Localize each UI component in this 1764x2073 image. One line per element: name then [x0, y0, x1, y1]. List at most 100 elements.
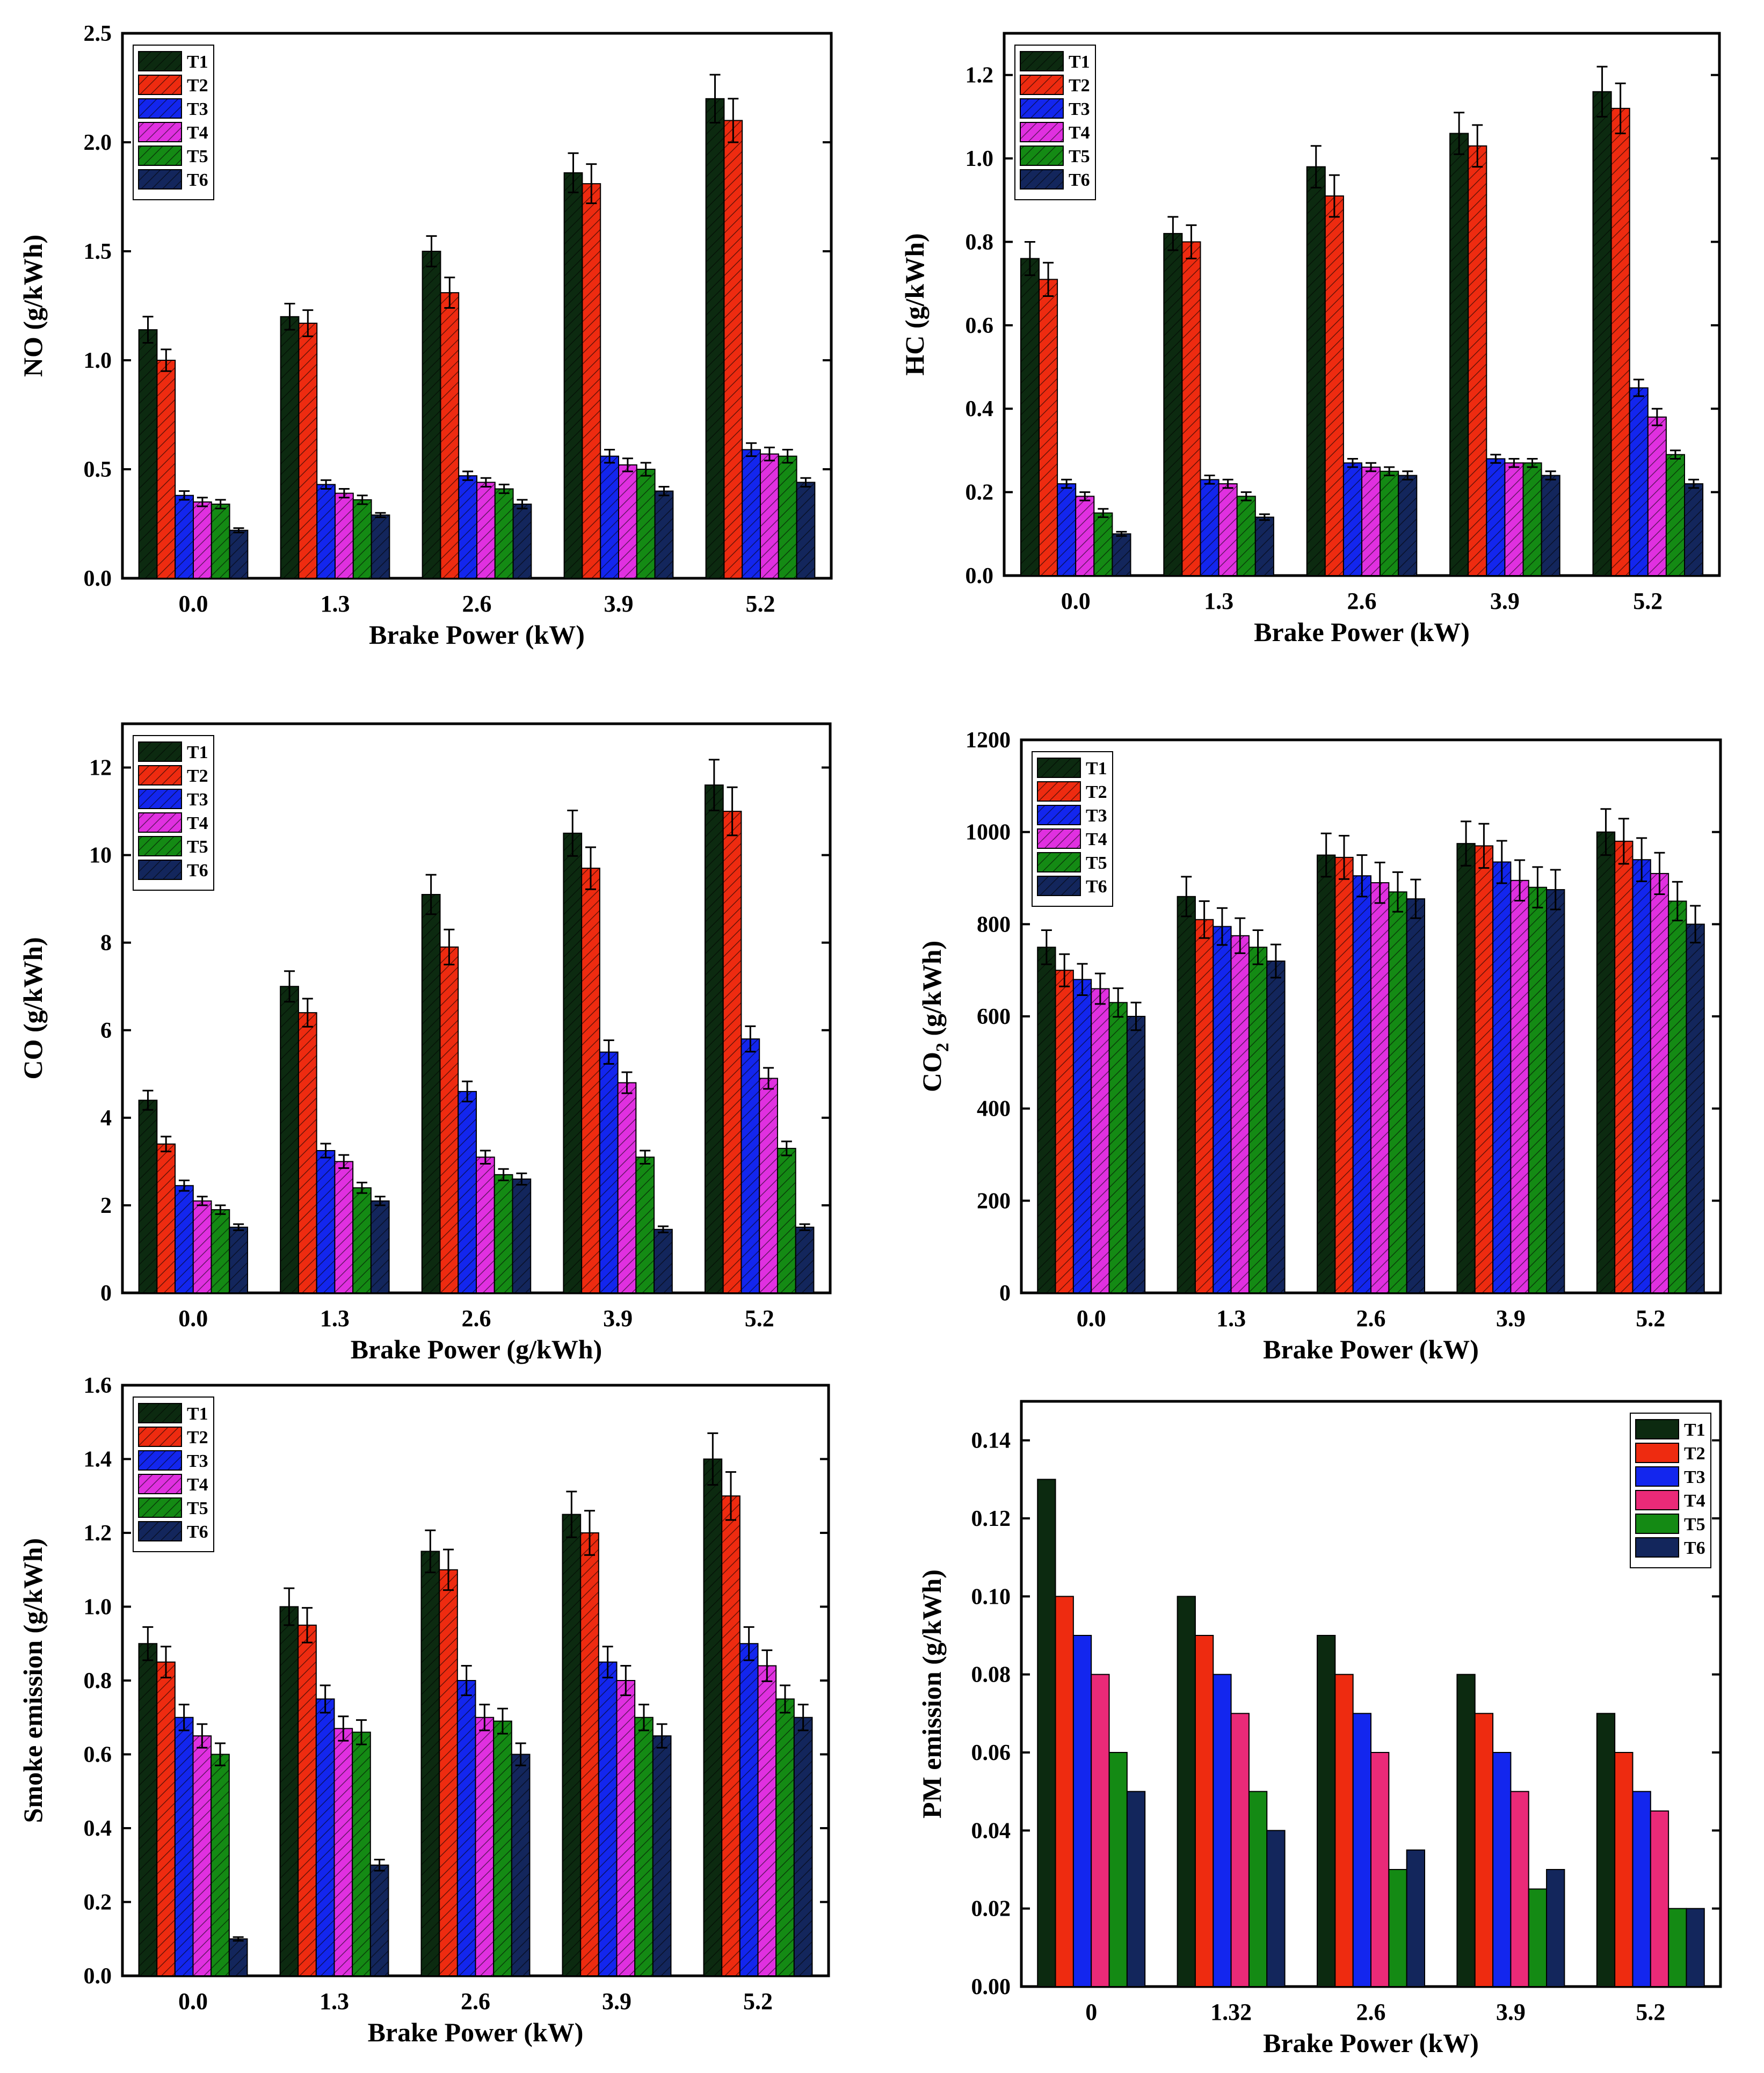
bar-T5-1.3 — [352, 1187, 372, 1293]
legend-label-T3: T3 — [1069, 99, 1090, 119]
legend-swatch-T3 — [1020, 98, 1064, 119]
bar-T5-5.2 — [1665, 454, 1685, 577]
bar-T4-0.0 — [192, 1200, 212, 1294]
bar-T1-1.3 — [1177, 896, 1196, 1294]
bar-T5-3.9 — [1528, 1888, 1548, 1987]
legend-label-T6: T6 — [1684, 1538, 1705, 1558]
bar-T1-0.0 — [1020, 258, 1040, 576]
bar-T6-5.2 — [795, 1226, 815, 1294]
bar-T3-1.3 — [1200, 479, 1219, 576]
bar-T1-2.6 — [1306, 166, 1326, 577]
bar-T5-3.9 — [634, 1716, 654, 1976]
bar-T4-0.0 — [1091, 988, 1110, 1293]
bar-T4-2.6 — [476, 482, 496, 579]
x-axis-label: Brake Power (kW) — [1263, 2028, 1479, 2058]
legend-swatch-T5 — [1020, 146, 1064, 166]
legend-swatch-T1 — [1037, 758, 1081, 778]
bar-T1-3.9 — [1456, 843, 1476, 1293]
bar-T1-1.3 — [280, 986, 299, 1293]
bar-T1-1.3 — [1163, 232, 1183, 576]
x-tick-label: 1.3 — [320, 1988, 349, 2014]
y-tick-label: 1200 — [966, 728, 1011, 753]
bar-T6-0.0 — [1112, 533, 1131, 576]
bar-T2-5.2 — [722, 811, 742, 1293]
x-axis-label: Brake Power (kW) — [369, 620, 585, 650]
bar-T4-0.0 — [192, 1735, 212, 1976]
bar-T5-5.2 — [775, 1698, 795, 1976]
legend-label-T5: T5 — [187, 1499, 208, 1518]
x-tick-label: 2.6 — [1356, 1999, 1386, 2025]
bar-T5-1.3 — [1248, 947, 1268, 1293]
legend-swatch-T6 — [1037, 876, 1081, 896]
x-tick-label: 2.6 — [462, 1305, 491, 1332]
bar-T6-3.9 — [1546, 1869, 1565, 1987]
x-tick-label: 1.3 — [1216, 1305, 1246, 1332]
bar-T4-0.0 — [193, 501, 212, 579]
bar-T5-0.0 — [210, 1754, 230, 1976]
bar-T5-3.9 — [635, 1156, 655, 1293]
bar-T6-2.6 — [1398, 475, 1418, 576]
x-tick-label: 0.0 — [179, 591, 208, 617]
bar-T2-2.6 — [1334, 1674, 1354, 1988]
legend-label-T6: T6 — [187, 861, 208, 881]
bar-T1-0.0 — [138, 1643, 158, 1976]
bar-T6-2.6 — [512, 503, 532, 579]
bar-T3-0.0 — [1057, 483, 1077, 576]
chart-panel-2: 0.0 0.2 0.4 0.6 0.8 1.0 1.2 0.0 1.3 2.6 3.9 5.2 Brak… — [899, 32, 1721, 647]
x-axis-label: Brake Power (g/kWh) — [351, 1334, 602, 1364]
bar-T1-1.3 — [279, 1606, 299, 1976]
bar-T6-3.9 — [652, 1735, 672, 1976]
legend-label-T3: T3 — [187, 790, 208, 810]
y-tick-label: 2.0 — [84, 130, 112, 155]
x-tick-label: 5.2 — [1633, 588, 1663, 614]
bar-T1-5.2 — [704, 784, 724, 1293]
legend-label-T3: T3 — [1684, 1467, 1705, 1487]
bar-T2-0.0 — [156, 360, 176, 579]
bar-T4-1.3 — [335, 492, 354, 579]
y-tick-label: 0.12 — [971, 1507, 1011, 1531]
bar-T2-2.6 — [1334, 856, 1354, 1293]
y-axis-label: PM emission (g/kWh) — [917, 1569, 947, 1819]
legend-swatch-T3 — [138, 98, 182, 119]
x-axis-label: Brake Power (kW) — [1263, 1334, 1479, 1364]
bar-T1-3.9 — [563, 832, 583, 1294]
legend-swatch-T4 — [1037, 828, 1081, 849]
y-tick-label: 1.0 — [84, 1595, 112, 1620]
bar-T2-2.6 — [440, 292, 460, 579]
chart-panel-1: 0.0 0.5 1.0 1.5 2.0 2.5 0.0 1.3 2.6 3.9 5.2 Brake P… — [18, 21, 833, 650]
chart-panel-4: 0 200 400 600 800 1000 1200 0.0 1.3 2.6 3.9 5.2 Brak… — [917, 728, 1722, 1364]
y-tick-label: 0.2 — [84, 1890, 112, 1915]
bar-T6-2.6 — [1406, 1849, 1425, 1988]
x-tick-label: 0 — [1085, 1999, 1097, 2025]
bar-T4-2.6 — [1370, 1752, 1390, 1987]
bar-T5-0 — [1108, 1752, 1128, 1987]
bar-T2-2.6 — [1324, 195, 1344, 576]
y-tick-label: 0.0 — [84, 1964, 112, 1989]
y-tick-label: 200 — [977, 1189, 1011, 1213]
bar-T2-5.2 — [721, 1495, 741, 1976]
bar-T3-2.6 — [458, 475, 478, 579]
bar-T6-5.2 — [1686, 1908, 1705, 1988]
bar-T1-3.9 — [1456, 1674, 1476, 1988]
y-tick-label: 1.2 — [84, 1521, 112, 1546]
x-tick-label: 5.2 — [746, 591, 775, 617]
bar-T3-1.3 — [1213, 926, 1232, 1293]
y-tick-label: 0.4 — [966, 397, 994, 421]
bar-T4-1.3 — [1230, 935, 1250, 1293]
bar-T5-5.2 — [778, 455, 797, 579]
bar-T3-0.0 — [175, 494, 194, 579]
legend-swatch-T1 — [138, 51, 182, 71]
y-tick-label: 1000 — [966, 820, 1011, 845]
bar-T2-5.2 — [1614, 1752, 1634, 1987]
bar-T4-2.6 — [1361, 467, 1381, 576]
x-tick-label: 2.6 — [462, 591, 492, 617]
legend-swatch-T5 — [138, 146, 182, 166]
bar-T6-0.0 — [228, 1938, 248, 1976]
bar-T4-1.3 — [333, 1728, 353, 1976]
bar-T5-2.6 — [1388, 891, 1407, 1293]
legend-swatch-T2 — [138, 75, 182, 95]
bar-T6-1.3 — [371, 514, 390, 579]
legend-swatch-T5 — [1635, 1514, 1679, 1534]
bar-T6-3.9 — [654, 490, 674, 579]
